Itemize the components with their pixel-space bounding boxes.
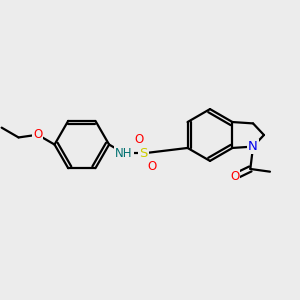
Text: NH: NH <box>115 147 133 160</box>
Text: O: O <box>134 133 143 146</box>
Text: O: O <box>33 128 42 141</box>
Text: S: S <box>140 147 148 160</box>
Text: N: N <box>248 140 258 153</box>
Text: O: O <box>230 170 239 183</box>
Text: O: O <box>148 160 157 173</box>
